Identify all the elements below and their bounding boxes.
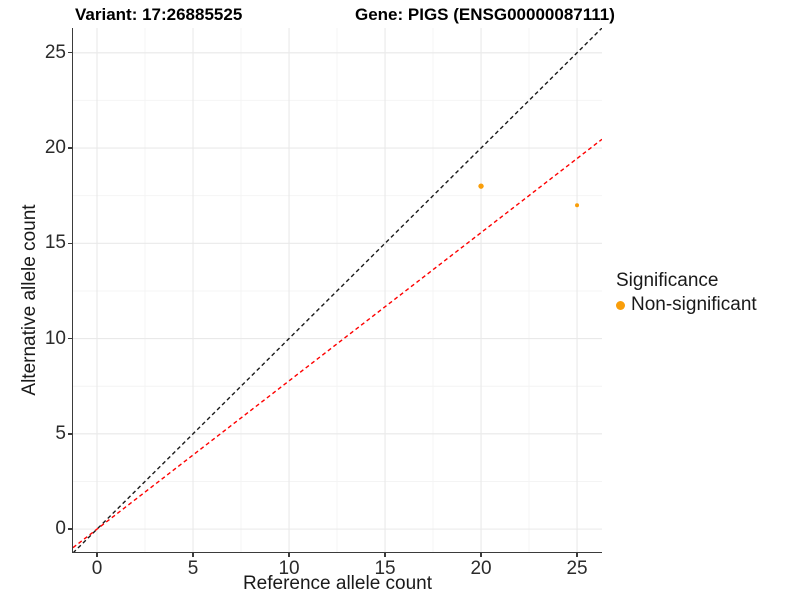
x-tick-label: 5	[187, 558, 199, 579]
x-tick-mark	[96, 552, 98, 557]
x-tick-mark	[192, 552, 194, 557]
variant-title: Variant: 17:26885525	[75, 5, 243, 24]
y-tick-mark	[68, 337, 73, 340]
y-axis-line	[71, 28, 74, 553]
gene-title: Gene: PIGS (ENSG00000087111)	[355, 5, 615, 24]
x-tick-mark	[288, 552, 290, 557]
y-tick-mark	[68, 433, 73, 435]
x-tick-label: 10	[278, 558, 300, 579]
legend: Significance Non-significant	[616, 270, 757, 316]
y-tick-label: 5	[55, 422, 66, 444]
x-tick-mark	[480, 552, 482, 557]
legend-item-non-significant: Non-significant	[616, 294, 757, 316]
y-tick-mark	[68, 242, 73, 244]
legend-key-dot-icon	[616, 300, 625, 310]
y-tick-label: 20	[44, 137, 66, 159]
x-tick-label: 20	[470, 558, 492, 579]
y-tick-label: 15	[44, 232, 66, 254]
x-tick-label: 25	[566, 558, 588, 579]
y-tick-mark	[68, 147, 73, 149]
allelic-ratio-fit-line	[73, 138, 602, 549]
plot-panel	[73, 28, 602, 552]
x-axis-line	[71, 551, 603, 553]
y-tick-label: 25	[44, 41, 66, 63]
data-point	[575, 203, 580, 208]
y-tick-mark	[68, 528, 73, 530]
y-tick-label: 0	[55, 518, 66, 540]
x-tick-mark	[384, 552, 386, 557]
y-tick-label: 10	[44, 327, 66, 349]
x-tick-mark	[576, 552, 578, 557]
data-point	[478, 183, 484, 189]
x-tick-label: 15	[374, 558, 396, 579]
legend-title: Significance	[616, 270, 719, 291]
y-tick-mark	[68, 52, 73, 54]
plot-area	[73, 28, 602, 552]
identity-line	[73, 28, 602, 552]
x-tick-label: 0	[91, 558, 103, 579]
legend-item-label: Non-significant	[631, 294, 757, 315]
x-axis-label: Reference allele count	[242, 573, 433, 594]
